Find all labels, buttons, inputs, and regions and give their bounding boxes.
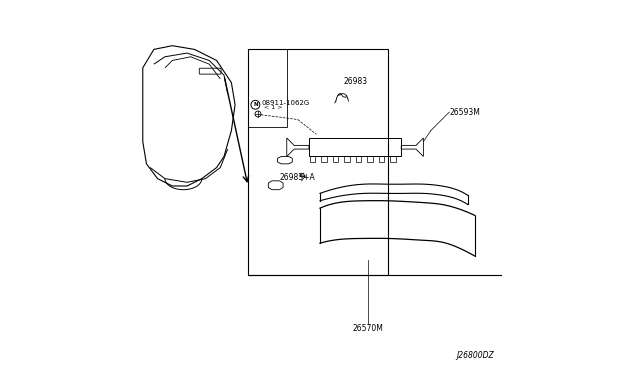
Text: 26983+A: 26983+A	[280, 173, 315, 182]
Text: 26983: 26983	[343, 77, 367, 86]
Text: 26570M: 26570M	[353, 324, 383, 333]
Bar	[344, 157, 350, 162]
Text: 08911-1062G: 08911-1062G	[262, 100, 310, 106]
Bar	[248, 49, 388, 275]
Bar	[356, 157, 362, 162]
Text: N: N	[253, 102, 258, 107]
Text: 26593M: 26593M	[449, 108, 480, 117]
Bar	[333, 157, 339, 162]
Text: < 1 >: < 1 >	[264, 105, 282, 110]
Bar	[390, 157, 396, 162]
Bar	[309, 138, 401, 157]
Bar	[379, 157, 385, 162]
Bar	[367, 157, 373, 162]
Bar	[310, 157, 316, 162]
Bar	[321, 157, 327, 162]
Bar	[248, 49, 287, 127]
Text: J26800DZ: J26800DZ	[456, 350, 493, 359]
